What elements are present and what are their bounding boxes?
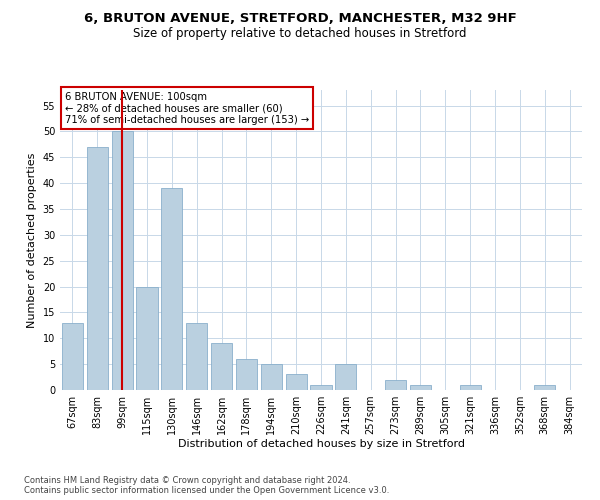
Bar bbox=[410, 385, 431, 390]
Bar bbox=[286, 374, 307, 390]
Y-axis label: Number of detached properties: Number of detached properties bbox=[27, 152, 37, 328]
Text: 6 BRUTON AVENUE: 100sqm
← 28% of detached houses are smaller (60)
71% of semi-de: 6 BRUTON AVENUE: 100sqm ← 28% of detache… bbox=[65, 92, 310, 124]
Bar bbox=[112, 132, 133, 390]
Bar bbox=[211, 344, 232, 390]
Text: Size of property relative to detached houses in Stretford: Size of property relative to detached ho… bbox=[133, 28, 467, 40]
Text: 6, BRUTON AVENUE, STRETFORD, MANCHESTER, M32 9HF: 6, BRUTON AVENUE, STRETFORD, MANCHESTER,… bbox=[83, 12, 517, 26]
Bar bbox=[310, 385, 332, 390]
Bar bbox=[236, 359, 257, 390]
Bar bbox=[161, 188, 182, 390]
X-axis label: Distribution of detached houses by size in Stretford: Distribution of detached houses by size … bbox=[178, 438, 464, 448]
Text: Contains HM Land Registry data © Crown copyright and database right 2024.
Contai: Contains HM Land Registry data © Crown c… bbox=[24, 476, 389, 495]
Bar bbox=[261, 364, 282, 390]
Bar bbox=[534, 385, 555, 390]
Bar bbox=[460, 385, 481, 390]
Bar bbox=[136, 286, 158, 390]
Bar bbox=[186, 323, 207, 390]
Bar bbox=[62, 323, 83, 390]
Bar bbox=[87, 147, 108, 390]
Bar bbox=[335, 364, 356, 390]
Bar bbox=[385, 380, 406, 390]
